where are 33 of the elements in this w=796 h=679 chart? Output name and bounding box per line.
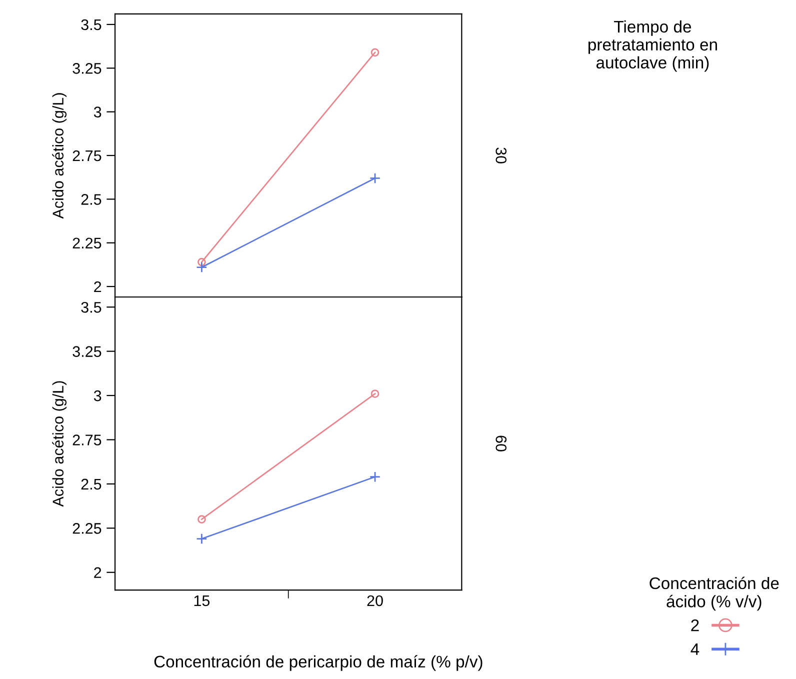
y-tick-label: 2.5 bbox=[81, 194, 102, 205]
y-tick-label: 2.75 bbox=[72, 434, 102, 446]
legend-label: 2 bbox=[691, 619, 699, 632]
point bbox=[198, 258, 206, 266]
text: Tiempo de pretratamiento en autoclave (min) bbox=[588, 20, 717, 72]
y-tick-label: 3.25 bbox=[72, 346, 102, 357]
point bbox=[198, 515, 206, 524]
point bbox=[369, 172, 381, 184]
point bbox=[370, 390, 380, 398]
y-axis-title: Acido acético (g/L) bbox=[52, 93, 67, 219]
point bbox=[196, 262, 208, 273]
y-tick-label: 3 bbox=[94, 106, 102, 118]
y-tick-label: 3.5 bbox=[81, 19, 102, 30]
text: 30 bbox=[496, 148, 507, 164]
legend-label: 4 bbox=[690, 643, 700, 655]
y-tick-label: 2.25 bbox=[72, 523, 102, 534]
y-tick-label: 2.5 bbox=[81, 478, 102, 490]
point bbox=[196, 533, 208, 544]
y-tick-label: 2.75 bbox=[72, 150, 102, 162]
y-tick-label: 2.25 bbox=[72, 238, 102, 249]
legend-title: Concentración de ácido (% v/v) bbox=[650, 576, 779, 611]
x-tick-label: 20 bbox=[367, 595, 383, 606]
y-axis-title: Acido acético (g/L) bbox=[52, 381, 67, 507]
text: 60 bbox=[496, 436, 507, 452]
y-tick-label: 3 bbox=[94, 390, 102, 402]
x-axis-title: Concentración de pericarpio de maíz (% p/v) bbox=[154, 655, 482, 671]
y-tick-label: 3.5 bbox=[81, 302, 102, 313]
point bbox=[369, 471, 381, 482]
x-tick-label: 15 bbox=[194, 595, 210, 606]
y-tick-label: 2 bbox=[94, 567, 102, 578]
y-tick-label: 3.25 bbox=[72, 63, 102, 74]
y-tick-label: 2 bbox=[94, 281, 102, 292]
point bbox=[370, 48, 380, 57]
